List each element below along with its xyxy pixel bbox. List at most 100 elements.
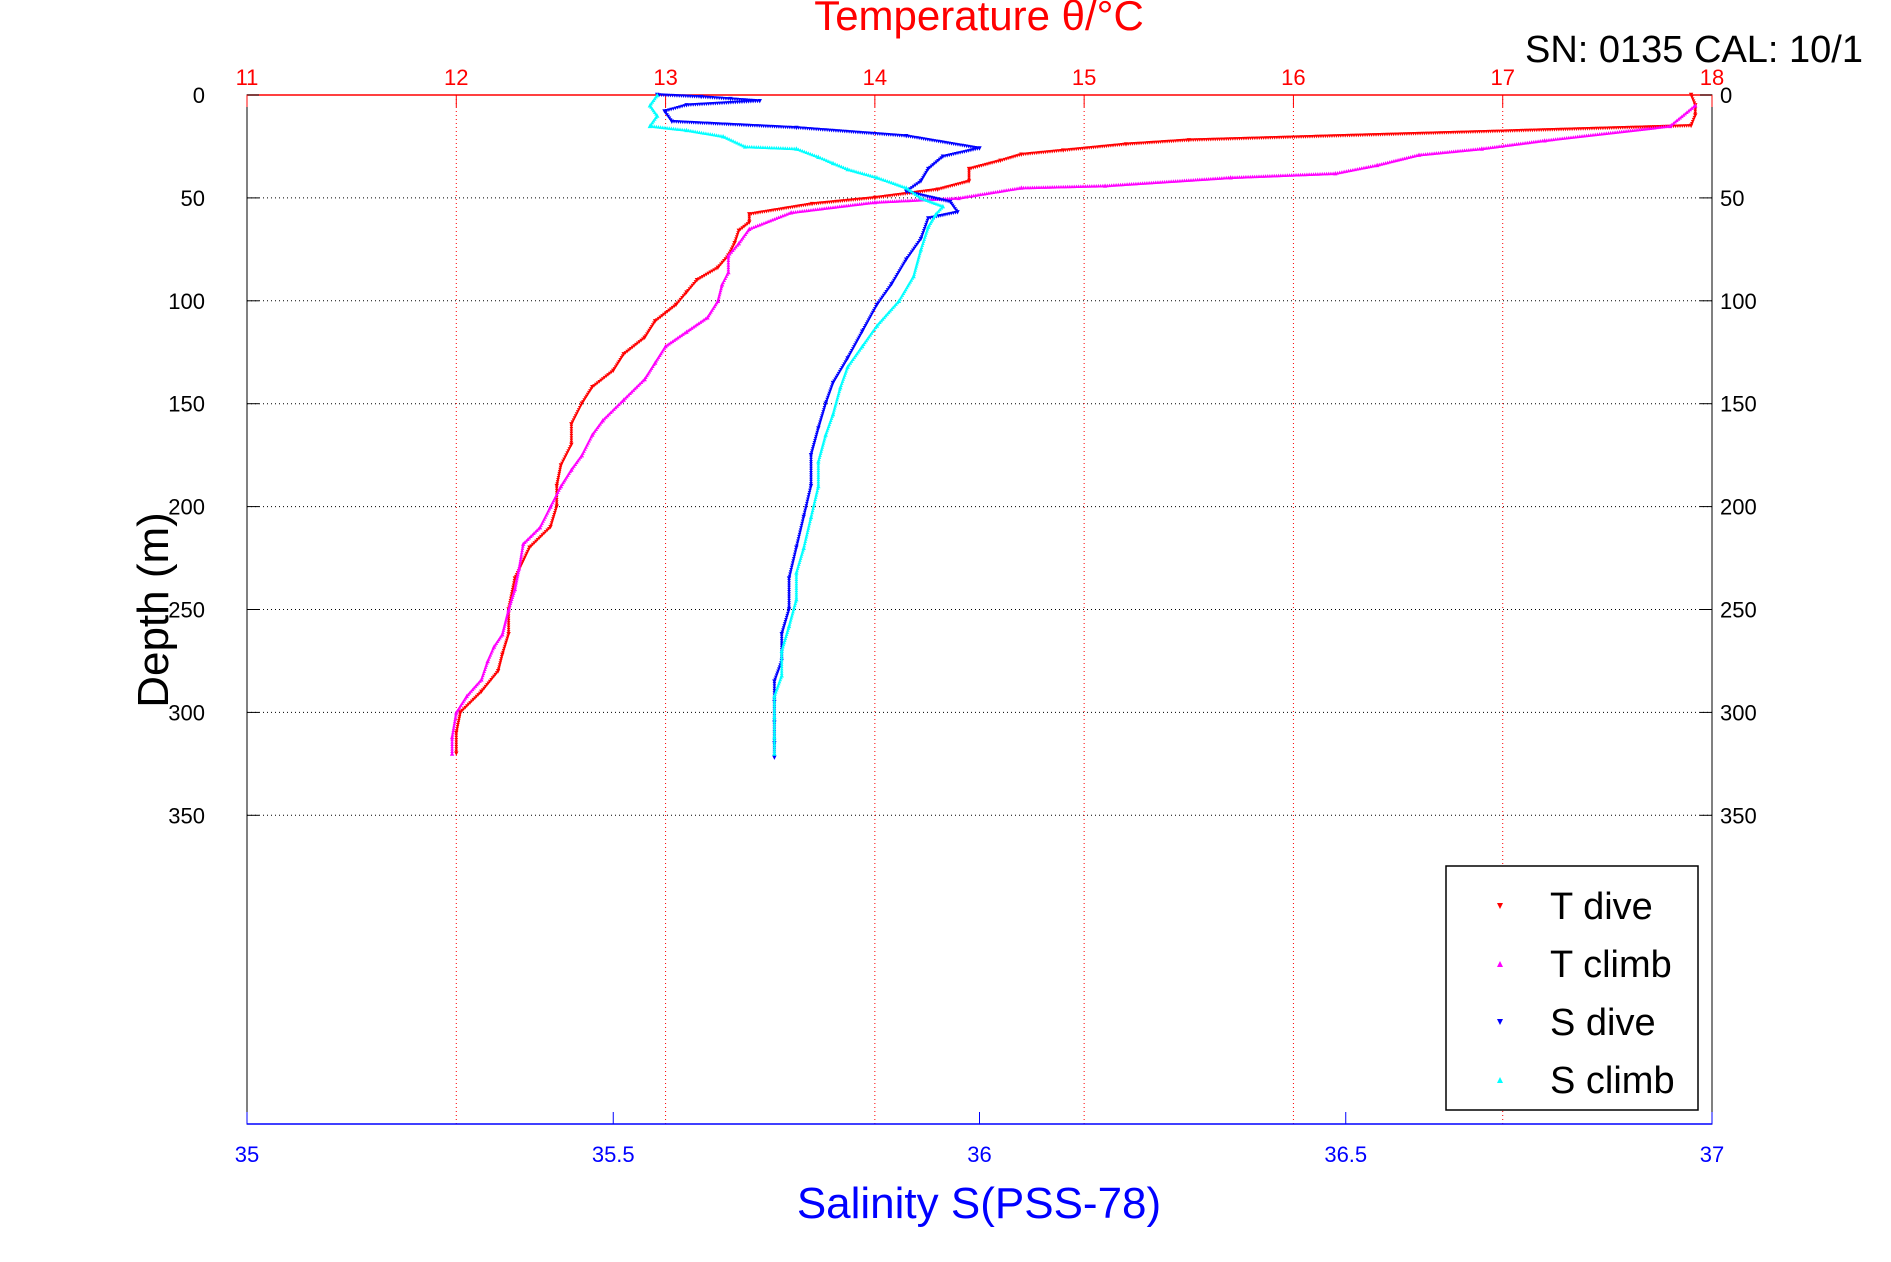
- data-point: [794, 590, 799, 595]
- data-point: [742, 224, 746, 229]
- data-point: [917, 180, 921, 185]
- data-point: [671, 126, 676, 131]
- data-point: [885, 288, 890, 292]
- data-point: [600, 377, 605, 381]
- data-point: [808, 488, 812, 493]
- data-point: [1425, 152, 1430, 156]
- data-point: [617, 402, 621, 407]
- data-point: [674, 337, 678, 341]
- data-point: [917, 251, 922, 256]
- data-point: [908, 188, 912, 192]
- data-point: [993, 190, 998, 194]
- data-point: [902, 185, 906, 189]
- legend: T dive T climb S dive S climb: [1445, 865, 1699, 1111]
- data-point: [1013, 186, 1017, 191]
- data-point: [1675, 118, 1679, 123]
- data-point: [499, 657, 504, 661]
- data-point: [790, 146, 794, 151]
- data-point: [813, 497, 818, 502]
- data-point: [967, 173, 971, 178]
- data-point: [772, 728, 777, 733]
- data-point: [475, 682, 479, 687]
- data-point: [620, 399, 624, 403]
- data-point: [800, 148, 805, 153]
- data-point: [454, 733, 459, 738]
- data-point: [605, 413, 610, 418]
- data-point: [669, 307, 673, 311]
- legend-marker: [1497, 961, 1503, 967]
- data-point: [1175, 178, 1180, 183]
- legend-marker: [1497, 1077, 1503, 1083]
- data-point: [997, 189, 1002, 193]
- data-point: [926, 216, 931, 221]
- data-point: [691, 129, 695, 133]
- data-point: [731, 248, 735, 253]
- data-point: [636, 383, 641, 388]
- data-point: [775, 671, 780, 676]
- data-point: [870, 310, 875, 315]
- data-point: [911, 190, 916, 195]
- data-point: [1346, 168, 1351, 173]
- data-point: [908, 198, 912, 203]
- data-point: [530, 532, 535, 537]
- data-point: [851, 202, 855, 207]
- data-point: [1186, 178, 1191, 182]
- data-point: [807, 493, 811, 497]
- data-point: [809, 470, 813, 475]
- data-point: [698, 276, 703, 280]
- data-point: [550, 519, 555, 523]
- data-point: [726, 258, 731, 263]
- data-point: [1432, 151, 1436, 155]
- data-point: [837, 204, 842, 209]
- data-point: [673, 302, 679, 308]
- data-point: [809, 475, 813, 479]
- data-point: [800, 519, 805, 524]
- data-point: [714, 267, 718, 271]
- data-point: [1464, 148, 1469, 152]
- data-point: [515, 576, 519, 581]
- data-point: [893, 182, 898, 186]
- data-point: [729, 247, 734, 252]
- data-point: [815, 207, 820, 211]
- data-point: [881, 199, 886, 204]
- data-point: [762, 221, 766, 225]
- data-point: [1617, 129, 1622, 134]
- data-point: [899, 265, 904, 270]
- y-tick-label-right: 350: [1720, 803, 1757, 828]
- data-point: [1206, 176, 1211, 181]
- data-point: [1351, 167, 1355, 172]
- data-point: [830, 380, 836, 386]
- data-point: [795, 209, 800, 214]
- data-point: [514, 580, 518, 585]
- data-point: [452, 719, 457, 724]
- data-point: [798, 148, 803, 152]
- data-point: [649, 325, 654, 329]
- data-point: [729, 138, 733, 142]
- data-point: [784, 615, 789, 620]
- data-point: [893, 276, 897, 281]
- data-point: [1226, 175, 1231, 180]
- data-point: [523, 555, 527, 560]
- data-point: [554, 500, 559, 504]
- data-point: [736, 228, 742, 234]
- data-point: [613, 365, 618, 369]
- data-point: [525, 549, 530, 554]
- data-point: [772, 749, 777, 754]
- data-point: [1549, 137, 1553, 142]
- data-point: [1344, 169, 1349, 173]
- data-point: [1434, 151, 1439, 155]
- data-point: [866, 318, 871, 323]
- data-point: [890, 199, 895, 203]
- data-point: [829, 387, 833, 392]
- data-point: [1531, 139, 1536, 144]
- data-point: [874, 302, 880, 308]
- data-point: [647, 328, 652, 333]
- data-point: [783, 620, 788, 624]
- data-point: [916, 255, 921, 260]
- data-point: [809, 479, 813, 484]
- data-point: [794, 599, 798, 604]
- data-point: [503, 622, 507, 626]
- data-point: [703, 316, 708, 321]
- data-point: [819, 447, 824, 451]
- data-point: [450, 749, 454, 754]
